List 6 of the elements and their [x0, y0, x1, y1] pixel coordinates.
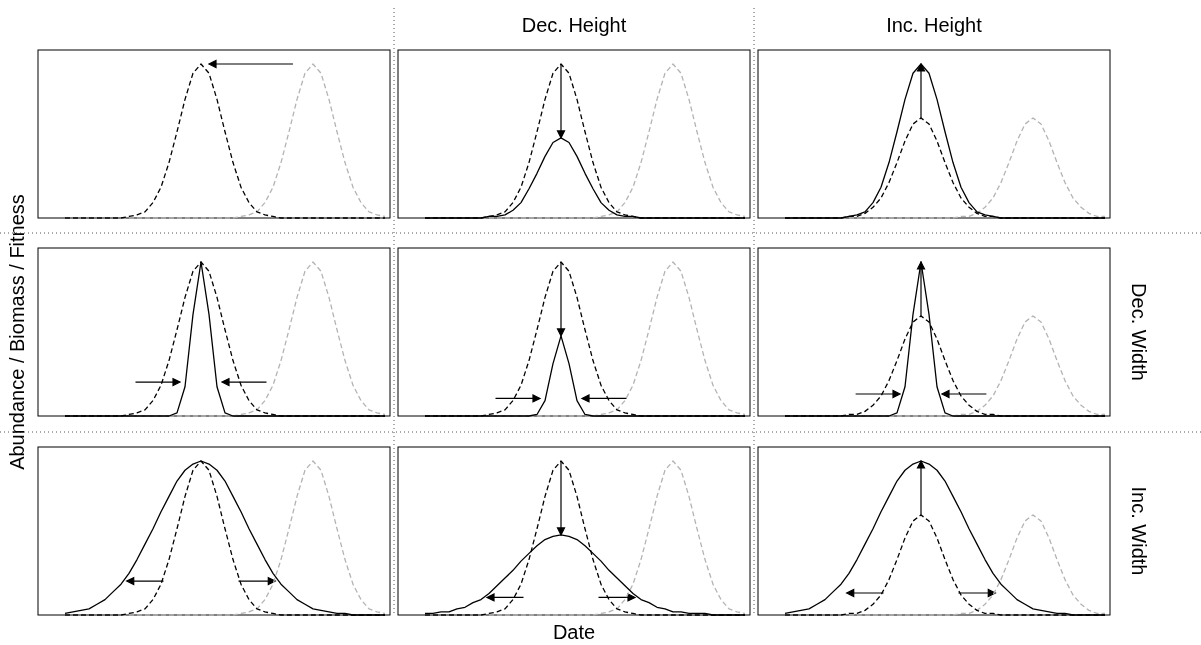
y-axis-title: Abundance / Biomass / Fitness — [6, 194, 28, 470]
y2-axis-title: Inc. Width — [1128, 486, 1150, 576]
chart-title: Dec. Height — [521, 14, 627, 36]
chart-title: Inc. Height — [886, 14, 983, 36]
y2-axis-title: Dec. Width — [1128, 283, 1150, 381]
x-axis-title: Date — [552, 621, 596, 643]
